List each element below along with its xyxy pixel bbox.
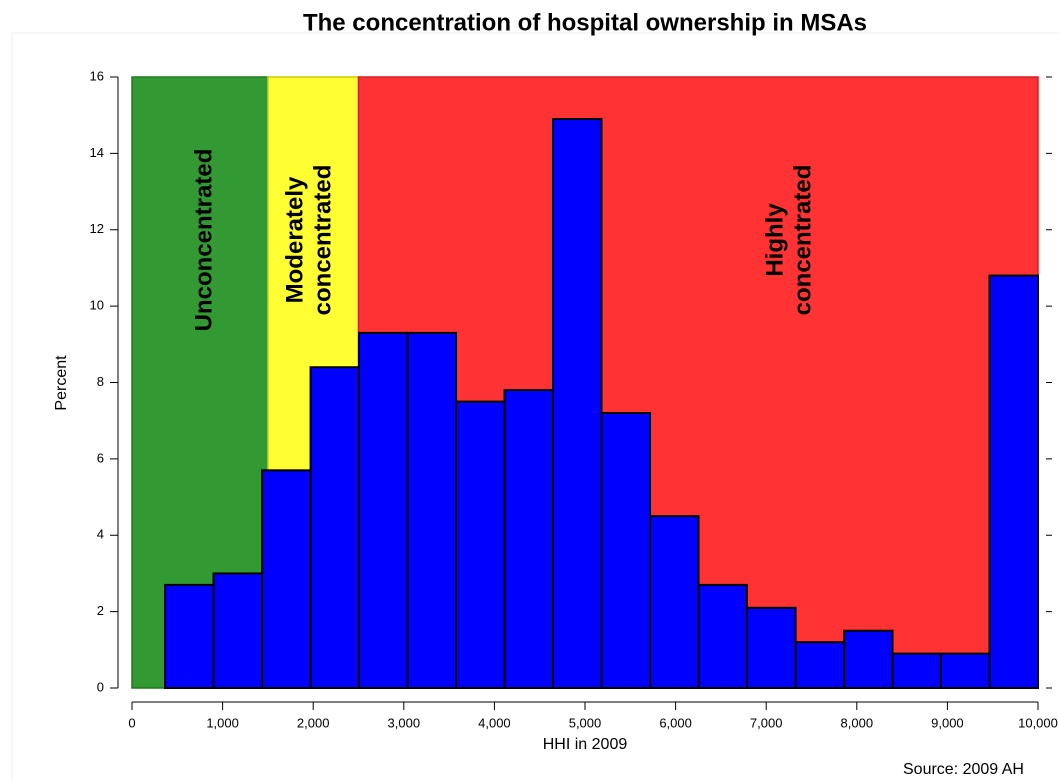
region-label: concentrated (789, 165, 816, 316)
bar (649, 515, 700, 689)
y-axis-label: Percent (53, 355, 70, 411)
bar (406, 331, 457, 689)
bar (261, 469, 312, 689)
bar (358, 331, 409, 689)
y-tick-label: 16 (90, 68, 104, 83)
region-label: Highly (761, 203, 788, 277)
bar (552, 118, 603, 690)
chart-title: The concentration of hospital ownership … (303, 9, 867, 36)
bar (697, 583, 748, 689)
bar (600, 412, 652, 689)
y-tick-label: 14 (90, 145, 104, 160)
region-label: Moderately (281, 176, 308, 303)
x-tick-label: 3,000 (388, 715, 421, 730)
y-tick-label: 0 (97, 679, 104, 694)
bar (309, 366, 361, 689)
y-tick-label: 4 (97, 527, 104, 542)
x-tick-label: 0 (128, 715, 135, 730)
x-tick-label: 7,000 (750, 715, 783, 730)
bar (164, 583, 215, 689)
x-tick-label: 5,000 (569, 715, 602, 730)
bar (843, 629, 894, 689)
x-axis-label: HHI in 2009 (543, 736, 628, 753)
y-tick-label: 12 (90, 221, 104, 236)
x-tick-label: 10,000 (1018, 715, 1058, 730)
bar (745, 606, 797, 690)
bar (454, 400, 506, 689)
y-tick-label: 2 (97, 603, 104, 618)
x-tick-label: 9,000 (931, 715, 964, 730)
graph-frame (11, 32, 1059, 780)
bar (988, 274, 1039, 689)
bar (794, 641, 846, 689)
x-tick-label: 1,000 (206, 715, 239, 730)
region-label: concentrated (309, 165, 336, 316)
bar (212, 572, 264, 689)
bar (891, 652, 942, 689)
bar (503, 389, 555, 689)
y-tick-label: 10 (90, 298, 104, 313)
x-tick-label: 4,000 (478, 715, 511, 730)
y-tick-label: 6 (97, 450, 104, 465)
x-tick-label: 2,000 (297, 715, 330, 730)
bar (939, 652, 991, 689)
x-tick-label: 8,000 (841, 715, 874, 730)
region-label: Unconcentrated (190, 149, 217, 332)
x-tick-label: 6,000 (659, 715, 692, 730)
source-note: Source: 2009 AH (903, 761, 1024, 778)
y-tick-label: 8 (97, 374, 104, 389)
